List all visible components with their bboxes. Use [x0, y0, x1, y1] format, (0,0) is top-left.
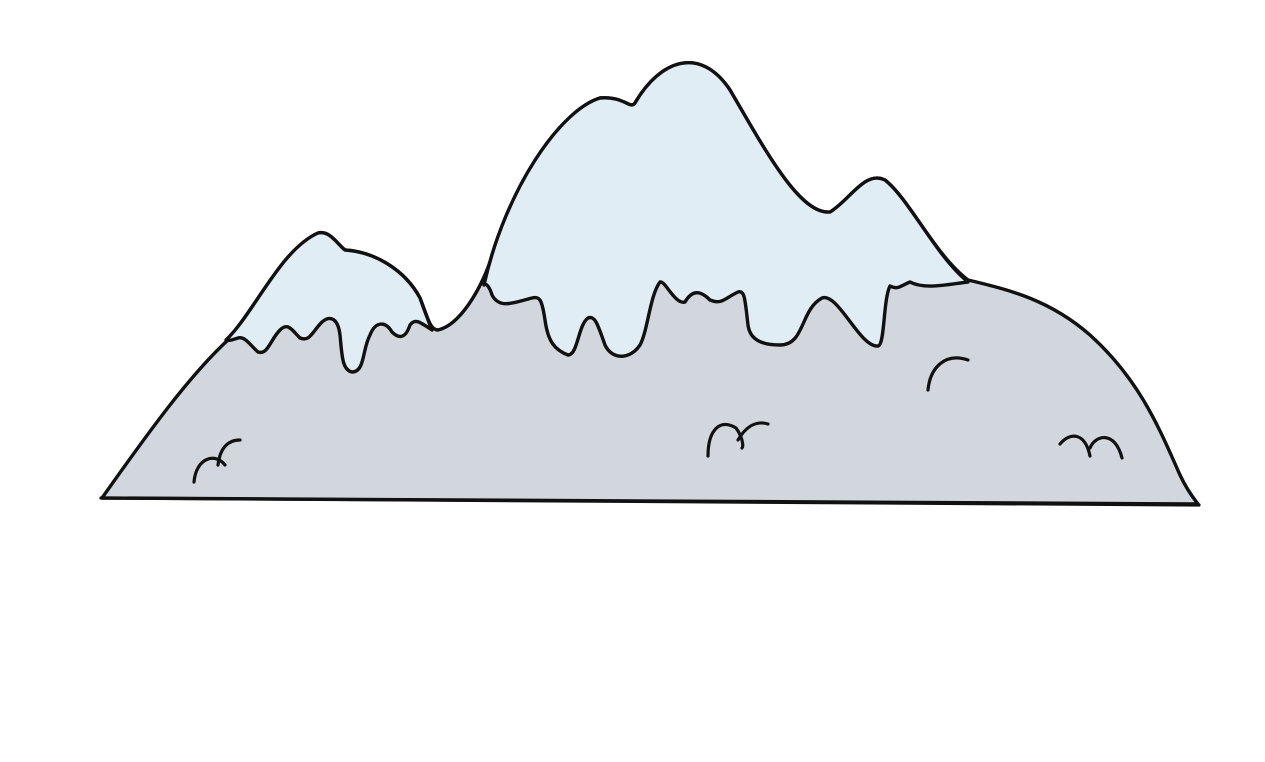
grass-tuft-icon [926, 356, 970, 392]
grass-tuft-icon [1058, 434, 1124, 460]
mountain-base-line [99, 496, 1201, 507]
grass-tuft-icon [192, 438, 242, 484]
snow-cap-small [224, 230, 434, 374]
grass-tuft-icon [706, 421, 770, 458]
snow-cap-main [482, 61, 970, 358]
